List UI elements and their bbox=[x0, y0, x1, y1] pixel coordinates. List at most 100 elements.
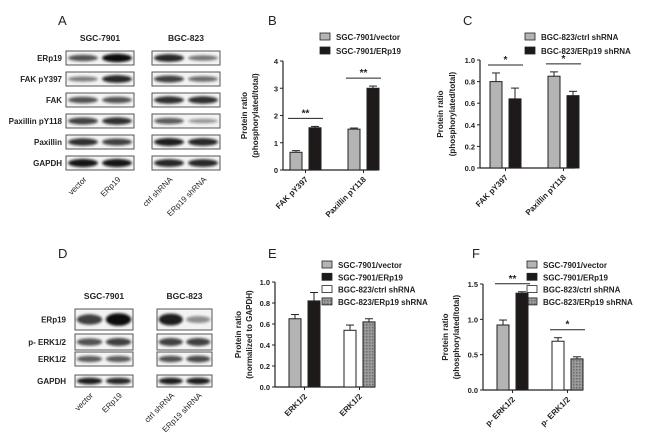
legend-label: BGC-823/ctrl shRNA bbox=[541, 33, 619, 42]
bar bbox=[547, 75, 561, 169]
protein-band bbox=[76, 355, 103, 363]
lane-label: vector bbox=[73, 391, 95, 413]
y-axis-label: Protein ratio bbox=[240, 92, 249, 139]
protein-band bbox=[102, 117, 132, 125]
legend-swatch bbox=[526, 285, 538, 294]
chart-panel-C: C BGC-823/ctrl shRNA BGC-823/ERp19 shRNA Pr… bbox=[436, 13, 631, 217]
protein-band bbox=[68, 54, 98, 62]
y-tick-label: 3 bbox=[274, 84, 278, 93]
y-tick-label: 0.8 bbox=[465, 78, 475, 87]
legend-label: BGC-823/ctrl shRNA bbox=[338, 286, 416, 295]
y-axis-label: (normalized to GAPDH) bbox=[245, 290, 254, 379]
protein-band bbox=[76, 338, 103, 346]
blot-strip bbox=[151, 71, 221, 87]
protein-band bbox=[105, 313, 132, 326]
protein-label: GAPDH bbox=[37, 377, 66, 386]
y-tick-label: 0.6 bbox=[260, 320, 270, 329]
protein-band bbox=[154, 117, 184, 125]
protein-band bbox=[154, 96, 184, 104]
blot-panel-A: A SGC-7901 BGC-823 ERp19 FAK pY397 FAK Paxilli… bbox=[9, 13, 221, 218]
bar bbox=[508, 98, 522, 169]
protein-band bbox=[102, 158, 132, 168]
legend-label: SGC-7901/vector bbox=[336, 33, 400, 42]
bar bbox=[307, 300, 321, 388]
x-tick-label: p- ERK1/2 bbox=[484, 395, 517, 428]
y-tick-label: 0.4 bbox=[465, 121, 476, 130]
blot-panel-D: D SGC-7901 BGC-823 ERp19 p- ERK1/2 ERK1/2 GAPD… bbox=[28, 246, 213, 434]
bar bbox=[308, 127, 322, 171]
protein-band bbox=[188, 55, 218, 61]
y-tick-label: 0.0 bbox=[260, 383, 270, 392]
y-tick-label: 0.2 bbox=[465, 142, 475, 151]
legend-label: BGC-823/ERp19 shRNA bbox=[338, 298, 428, 307]
y-tick-label: 0.2 bbox=[260, 362, 270, 371]
legend-swatch bbox=[321, 285, 333, 294]
bar bbox=[515, 292, 529, 391]
lane-label: ctrl shRNA bbox=[141, 175, 175, 209]
panel-label: C bbox=[463, 13, 472, 28]
bar bbox=[489, 81, 503, 169]
legend-swatch bbox=[526, 260, 538, 269]
significance-marker: ** bbox=[302, 108, 310, 119]
protein-band bbox=[105, 355, 132, 363]
protein-label: ERK1/2 bbox=[38, 355, 67, 364]
protein-band bbox=[102, 96, 132, 104]
protein-band bbox=[158, 377, 183, 385]
y-tick-label: 1.0 bbox=[468, 315, 478, 324]
protein-label: Paxillin pY118 bbox=[9, 117, 63, 126]
protein-band bbox=[154, 75, 184, 83]
protein-band bbox=[158, 313, 183, 326]
bar bbox=[366, 87, 380, 171]
y-tick-label: 1.5 bbox=[468, 280, 478, 289]
significance-marker: * bbox=[562, 54, 566, 65]
protein-band bbox=[188, 96, 218, 104]
legend-label: SGC-7901/vector bbox=[338, 261, 402, 270]
significance-marker: * bbox=[504, 55, 508, 66]
y-axis-label: (phosphorylated/total) bbox=[251, 73, 260, 158]
blot-strip bbox=[65, 92, 135, 108]
chart-panel-E: E SGC-7901/vector SGC-7901/ERp19 BGC-823/ct… bbox=[234, 246, 428, 418]
protein-band bbox=[158, 338, 183, 346]
legend-swatch bbox=[524, 46, 536, 55]
y-tick-label: 0.0 bbox=[465, 164, 475, 173]
bar bbox=[288, 318, 302, 388]
y-tick-label: 1.0 bbox=[465, 56, 475, 65]
legend-swatch bbox=[321, 297, 333, 306]
bar bbox=[551, 340, 565, 391]
y-tick-label: 0.4 bbox=[260, 341, 271, 350]
protein-band bbox=[68, 96, 98, 104]
legend-swatch bbox=[321, 260, 333, 269]
cell-line-label: SGC-7901 bbox=[84, 291, 124, 301]
protein-band bbox=[102, 53, 132, 63]
y-axis-label: Protein ratio bbox=[441, 313, 450, 360]
panel-label: E bbox=[268, 246, 277, 261]
bar bbox=[343, 329, 357, 388]
legend-swatch bbox=[319, 46, 331, 55]
legend-swatch bbox=[524, 32, 536, 41]
protein-band bbox=[188, 138, 218, 146]
bar bbox=[570, 358, 584, 391]
protein-band bbox=[76, 377, 103, 385]
legend-swatch bbox=[319, 32, 331, 41]
chart-panel-B: B SGC-7901/vector SGC-7901/ERp19 Protein ra… bbox=[240, 13, 401, 219]
x-tick-label: Paxillin pY118 bbox=[524, 173, 568, 217]
protein-label: p- ERK1/2 bbox=[28, 338, 66, 347]
significance-marker: ** bbox=[509, 274, 517, 285]
protein-band bbox=[186, 315, 211, 324]
cell-line-label: SGC-7901 bbox=[80, 33, 120, 43]
x-tick-label: FAK pY397 bbox=[474, 173, 510, 209]
lane-label: ERp19 bbox=[100, 391, 124, 415]
blot-strip bbox=[156, 351, 213, 367]
protein-band bbox=[68, 138, 98, 146]
protein-band bbox=[105, 338, 132, 346]
legend-label: SGC-7901/ERp19 bbox=[543, 273, 608, 282]
protein-label: ERp19 bbox=[41, 316, 66, 325]
cell-line-label: BGC-823 bbox=[168, 33, 204, 43]
x-tick-label: ERK1/2 bbox=[338, 392, 365, 419]
x-tick-label: ERK1/2 bbox=[283, 392, 310, 419]
y-tick-label: 0.0 bbox=[468, 386, 478, 395]
panel-label: A bbox=[58, 13, 67, 28]
y-tick-label: 4 bbox=[274, 57, 279, 66]
x-tick-label: FAK pY397 bbox=[274, 175, 310, 211]
